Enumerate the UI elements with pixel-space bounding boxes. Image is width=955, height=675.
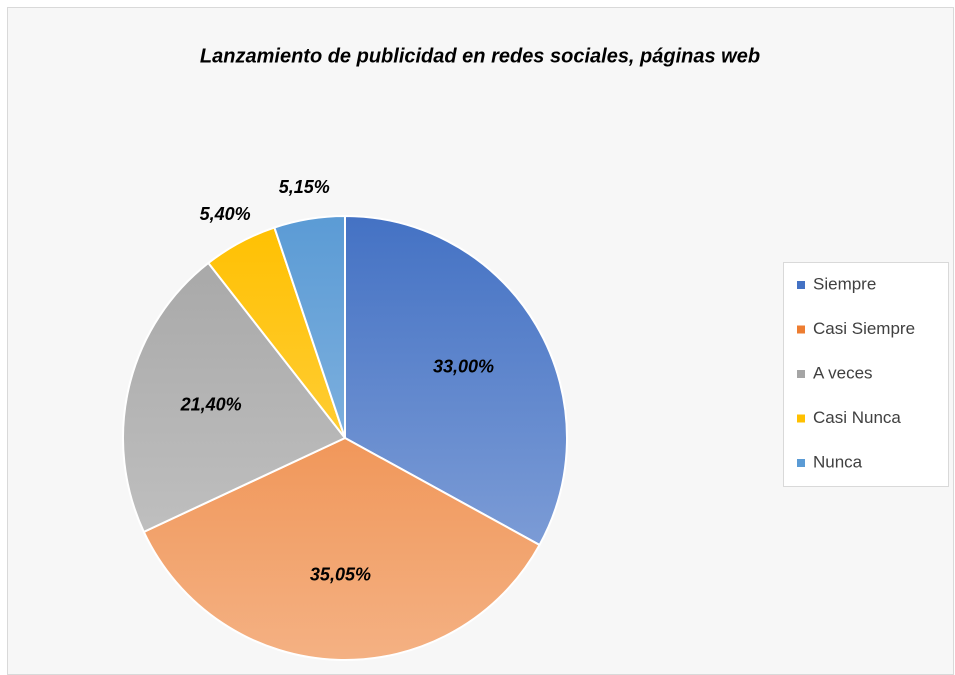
pie-slice — [122, 261, 347, 534]
data-label: 21,40% — [180, 395, 242, 415]
legend-label: A veces — [813, 363, 873, 382]
data-label: 35,05% — [310, 564, 371, 584]
legend-label: Nunca — [813, 452, 863, 471]
data-label: 33,00% — [433, 357, 494, 377]
data-label: 5,15% — [279, 177, 330, 197]
legend-label: Casi Siempre — [813, 319, 915, 338]
pie-slice — [344, 214, 568, 547]
pie-slice — [273, 214, 346, 439]
pie-slice — [142, 436, 541, 661]
legend-box — [783, 262, 949, 487]
legend-marker — [797, 325, 805, 334]
legend-marker — [797, 414, 805, 423]
legend-label: Siempre — [813, 274, 876, 293]
chart-title: Lanzamiento de publicidad en redes socia… — [200, 45, 760, 67]
data-label: 5,40% — [200, 204, 251, 224]
legend-marker — [797, 281, 805, 289]
legend-marker — [797, 459, 805, 467]
legend-marker — [797, 370, 805, 378]
legend-label: Casi Nunca — [813, 408, 901, 427]
